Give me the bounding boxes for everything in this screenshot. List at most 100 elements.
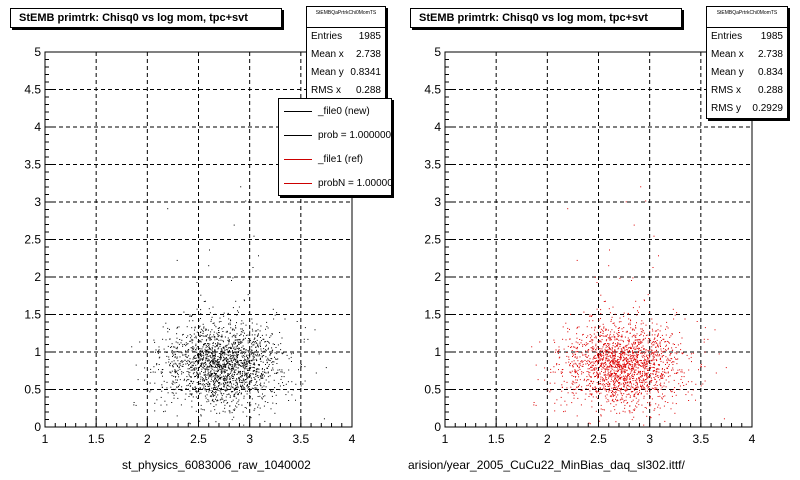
scatter-point — [218, 330, 220, 331]
scatter-point — [613, 372, 615, 374]
scatter-point — [612, 363, 614, 365]
scatter-point — [224, 379, 226, 381]
scatter-point — [606, 365, 608, 367]
scatter-point — [618, 383, 620, 384]
scatter-point — [190, 380, 192, 382]
scatter-point — [204, 350, 206, 352]
scatter-point — [205, 329, 207, 331]
scatter-point — [176, 333, 178, 335]
scatter-point — [584, 378, 585, 380]
scatter-point — [229, 382, 231, 384]
scatter-point — [611, 392, 612, 393]
scatter-point — [195, 337, 197, 339]
scatter-point — [609, 351, 611, 353]
scatter-point — [665, 379, 667, 381]
scatter-point — [206, 367, 208, 369]
y-tick-label: 5 — [34, 45, 41, 59]
scatter-point — [245, 324, 247, 326]
scatter-point — [648, 358, 650, 360]
scatter-point — [635, 387, 637, 389]
scatter-point — [202, 362, 204, 364]
scatter-point — [233, 363, 235, 365]
scatter-point — [600, 404, 602, 406]
scatter-point — [581, 365, 583, 367]
scatter-point — [180, 342, 182, 344]
scatter-point — [215, 391, 217, 393]
scatter-point — [218, 332, 220, 334]
scatter-point — [219, 412, 221, 414]
scatter-point — [230, 319, 231, 321]
scatter-point — [573, 394, 575, 396]
scatter-point — [247, 342, 249, 344]
left-stats-box: StEMBQaPrtrkChi0MomTS Entries 1985 Mean … — [306, 6, 386, 101]
scatter-point — [656, 335, 658, 337]
scatter-point — [647, 356, 648, 358]
scatter-point — [193, 381, 195, 383]
scatter-point — [609, 374, 611, 376]
scatter-point — [663, 338, 665, 340]
scatter-point — [257, 353, 258, 355]
scatter-point — [236, 373, 238, 375]
scatter-point — [646, 374, 648, 376]
scatter-point — [190, 347, 192, 349]
scatter-point — [614, 359, 616, 361]
scatter-point — [612, 366, 614, 368]
scatter-point — [611, 336, 613, 338]
scatter-point — [566, 404, 568, 406]
scatter-point — [214, 379, 216, 381]
scatter-point — [610, 366, 612, 367]
scatter-point — [579, 364, 581, 366]
scatter-point — [199, 348, 201, 350]
scatter-point — [597, 397, 599, 399]
scatter-point — [533, 402, 535, 403]
scatter-point — [233, 416, 235, 418]
scatter-point — [269, 336, 271, 338]
scatter-point — [576, 415, 578, 417]
scatter-point — [234, 359, 236, 361]
scatter-point — [602, 383, 604, 385]
scatter-point — [206, 369, 208, 371]
scatter-point — [215, 366, 217, 368]
scatter-point — [641, 341, 642, 343]
scatter-point — [616, 386, 618, 388]
scatter-point — [200, 404, 202, 406]
scatter-point — [681, 337, 683, 339]
scatter-point — [646, 373, 648, 374]
scatter-point — [234, 339, 236, 341]
scatter-point — [267, 402, 269, 403]
scatter-point — [692, 352, 694, 354]
scatter-point — [660, 385, 662, 387]
scatter-point — [245, 349, 247, 351]
scatter-point — [629, 322, 631, 324]
scatter-point — [664, 395, 666, 397]
scatter-point — [262, 393, 263, 395]
scatter-point — [641, 365, 643, 367]
scatter-point — [264, 401, 266, 403]
scatter-point — [197, 377, 199, 379]
scatter-point — [645, 349, 647, 351]
scatter-point — [189, 385, 191, 387]
scatter-point — [599, 334, 601, 336]
scatter-point — [605, 374, 607, 376]
scatter-point — [205, 358, 207, 360]
scatter-point — [641, 382, 643, 384]
scatter-point — [608, 359, 610, 361]
scatter-point — [212, 366, 214, 368]
scatter-point — [190, 380, 192, 382]
scatter-point — [225, 345, 227, 347]
scatter-point — [616, 370, 618, 372]
scatter-point — [561, 371, 563, 373]
scatter-point — [679, 332, 681, 333]
scatter-point — [243, 339, 245, 341]
scatter-point — [638, 339, 640, 341]
scatter-point — [643, 349, 645, 350]
scatter-point — [186, 380, 187, 382]
scatter-point — [641, 375, 643, 377]
scatter-point — [189, 314, 191, 316]
scatter-point — [644, 353, 646, 355]
scatter-point — [173, 397, 175, 399]
scatter-point — [226, 389, 228, 391]
scatter-point — [222, 382, 224, 384]
scatter-point — [606, 334, 608, 336]
scatter-point — [616, 339, 618, 340]
